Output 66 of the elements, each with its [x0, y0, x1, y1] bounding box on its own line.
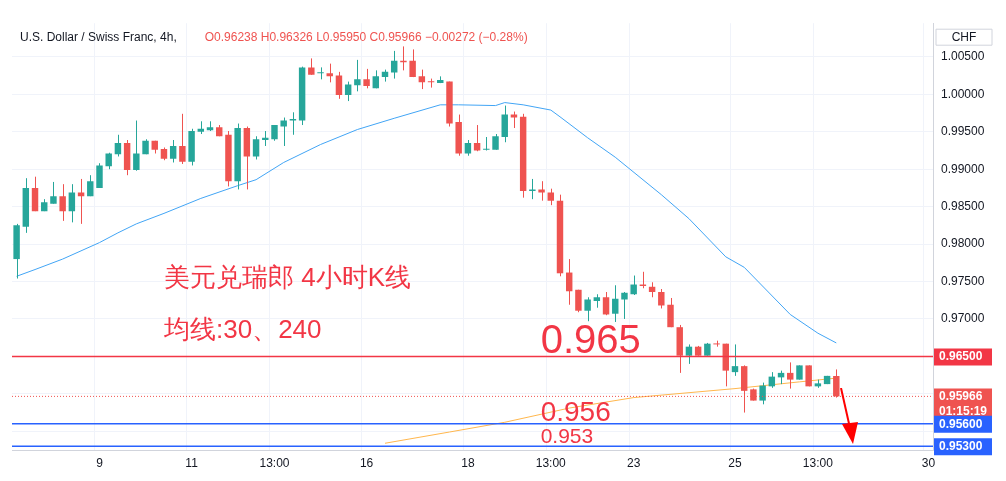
ref-line-label: 0.95966 01:15:19 — [939, 389, 988, 419]
annotation: 美元兑瑞郎 4小时K线 — [164, 262, 412, 293]
candlestick — [612, 284, 619, 323]
x-tick-label: 16 — [359, 455, 374, 470]
candlestick — [326, 63, 333, 83]
x-tick-label: 18 — [461, 455, 475, 470]
candlestick — [501, 105, 508, 143]
candlestick — [354, 59, 361, 92]
candlestick — [77, 178, 85, 225]
x-tick-label: 13:00 — [535, 455, 567, 470]
y-tick-label: 1.00000 — [941, 86, 985, 101]
y-tick-label: 0.97500 — [941, 273, 985, 288]
ref-line-label: 0.96500 — [939, 349, 983, 364]
x-tick-label: 11 — [185, 455, 199, 470]
candlestick — [787, 361, 794, 390]
candlestick — [133, 120, 140, 172]
annotation: 0.956 — [540, 395, 611, 427]
y-tick-label: 0.98500 — [941, 198, 985, 213]
candlestick — [731, 343, 739, 377]
candlestick — [335, 71, 343, 100]
candlestick — [252, 135, 260, 160]
y-tick-label: 1.00500 — [941, 49, 985, 64]
candlestick — [602, 291, 610, 316]
x-tick-label: 30 — [921, 455, 936, 470]
x-tick-label: 9 — [96, 455, 104, 470]
candlestick — [584, 296, 591, 322]
x-tick-label: 13:00 — [802, 455, 834, 470]
y-tick-label: 0.97000 — [941, 311, 985, 326]
ref-line-label: 0.95300 — [939, 439, 983, 454]
candlestick — [390, 50, 398, 80]
candlestick — [759, 382, 766, 405]
candlestick — [418, 69, 426, 90]
candlestick — [50, 181, 57, 205]
x-tick-label: 23 — [627, 455, 641, 470]
y-tick-label: 0.99500 — [941, 124, 985, 139]
candlestick — [280, 117, 287, 147]
candlestick — [96, 162, 103, 189]
annotation: 均线:30、240 — [163, 314, 322, 345]
y-axis-title: CHF — [951, 29, 977, 44]
candlestick — [289, 111, 297, 136]
candlestick — [59, 183, 66, 222]
annotation: 0.965 — [540, 317, 641, 362]
candlestick — [538, 180, 545, 202]
candlestick — [621, 291, 628, 320]
candlestick — [667, 297, 674, 328]
candlestick — [114, 134, 122, 157]
annotation: 0.953 — [540, 424, 594, 448]
candlestick — [68, 183, 76, 223]
candlestick — [31, 176, 39, 212]
candlestick — [483, 136, 490, 151]
candlestick — [409, 48, 416, 78]
candlestick — [363, 68, 370, 89]
candlestick — [658, 288, 665, 309]
candlestick — [529, 178, 536, 200]
candlestick — [317, 66, 324, 80]
text: U.S. Dollar / Swiss Franc, 4h, — [20, 29, 177, 44]
candlestick — [169, 139, 177, 163]
y-tick-label: 0.98000 — [941, 236, 985, 251]
ref-line-label: 0.95600 — [939, 416, 983, 431]
candlestick — [630, 275, 637, 296]
y-tick-label: 0.99000 — [941, 161, 985, 176]
candlestick — [685, 343, 693, 365]
x-tick-label: 25 — [728, 455, 742, 470]
x-tick-label: 13:00 — [259, 455, 290, 470]
text: O0.96238 H0.96326 L0.95950 C0.95966 −0.00272 (−0.28%) — [204, 29, 528, 44]
candlestick — [179, 113, 186, 165]
